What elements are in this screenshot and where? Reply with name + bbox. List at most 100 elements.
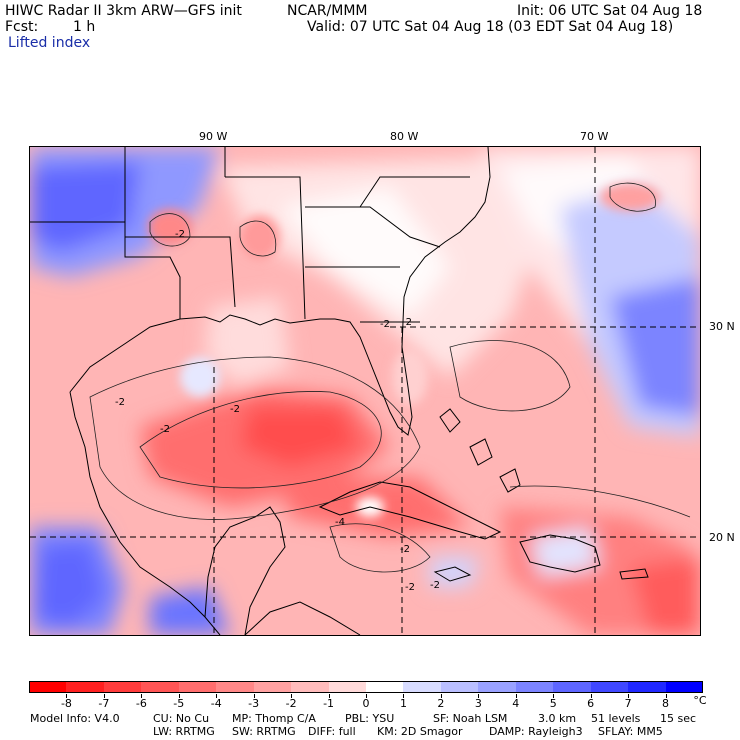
- contour-label: -2: [230, 404, 240, 415]
- colorbar-tick: [103, 694, 105, 698]
- model-info-cumulus: CU: No Cu: [153, 712, 210, 725]
- colorbar-label: -2: [285, 697, 297, 710]
- model-info-damping: DAMP: Rayleigh3: [489, 725, 583, 738]
- lon-label-70w: 70 W: [580, 130, 609, 143]
- colorbar-swatch: [628, 681, 667, 693]
- colorbar-swatch: [291, 681, 330, 693]
- model-info-km: KM: 2D Smagor: [377, 725, 463, 738]
- model-info-timestep: 15 sec: [660, 712, 697, 725]
- organization: NCAR/MMM: [287, 3, 368, 19]
- graticule: [30, 147, 700, 635]
- colorbar-label: 2: [437, 697, 445, 710]
- colorbar-tick: [478, 694, 480, 698]
- colorbar-tick: [665, 694, 667, 698]
- model-info-pbl: PBL: YSU: [345, 712, 395, 725]
- contour-neg2-north: [149, 213, 191, 247]
- colorbar-label: 7: [624, 697, 632, 710]
- map-panel: -2 -2 -2 -2 -4 -2 -2 -2 -2 -2: [29, 146, 701, 636]
- colorbar-label: 5: [549, 697, 557, 710]
- colorbar-swatch: [665, 681, 704, 693]
- colorbar-tick: [628, 694, 630, 698]
- colorbar-unit: °C: [693, 694, 707, 707]
- lon-label-80w: 80 W: [390, 130, 419, 143]
- colorbar-swatch: [328, 681, 367, 693]
- model-info-diffusion: DIFF: full: [308, 725, 356, 738]
- contour-neg2-south: [329, 523, 431, 573]
- contour-neg4-gulf: [139, 391, 382, 489]
- colorbar-swatch: [66, 681, 105, 693]
- colorbar-label: 0: [362, 697, 370, 710]
- colorbar-tick: [515, 694, 517, 698]
- colorbar-swatch: [216, 681, 255, 693]
- colorbar-swatch: [403, 681, 442, 693]
- colorbar-tick: [253, 694, 255, 698]
- colorbar-tick: [328, 694, 330, 698]
- colorbar-tick: [216, 694, 218, 698]
- contour-neg2-gulf: [89, 356, 421, 520]
- contour-neg2-ms: [239, 220, 277, 257]
- contour-neg2-carib: [509, 485, 691, 518]
- colorbar-swatch: [440, 681, 479, 693]
- colorbar-swatch: [178, 681, 217, 693]
- contour-label: -2: [402, 317, 412, 328]
- colorbar-label: -5: [173, 697, 185, 710]
- colorbar-label: 1: [399, 697, 407, 710]
- model-info-surface: SF: Noah LSM: [433, 712, 508, 725]
- contour-label-group: -2 -2 -2 -2 -4 -2 -2 -2 -2 -2: [115, 229, 440, 593]
- colorbar-tick: [440, 694, 442, 698]
- field-name: Lifted index: [8, 35, 91, 51]
- forecast-hour: 1 h: [73, 19, 96, 35]
- model-info-microphysics: MP: Thomp C/A: [232, 712, 316, 725]
- li-contours: [89, 182, 691, 573]
- contour-label: -2: [400, 544, 410, 555]
- colorbar-tick: [366, 694, 367, 698]
- colorbar-swatch: [141, 681, 180, 693]
- model-info-version: Model Info: V4.0: [30, 712, 120, 725]
- model-info-resolution: 3.0 km: [538, 712, 577, 725]
- contour-label: -2: [175, 229, 185, 240]
- colorbar-tick: [553, 694, 555, 698]
- model-info-levels: 51 levels: [591, 712, 641, 725]
- contour-label: -2: [160, 424, 170, 435]
- colorbar-swatch: [553, 681, 592, 693]
- colorbar-label: -4: [210, 697, 222, 710]
- contour-label: -2: [405, 582, 415, 593]
- lifted-index-map: -2 -2 -2 -2 -4 -2 -2 -2 -2 -2: [30, 147, 700, 635]
- colorbar-label: -7: [98, 697, 110, 710]
- colorbar-swatch: [590, 681, 629, 693]
- model-info-shortwave: SW: RRTMG: [232, 725, 296, 738]
- colorbar-swatch: [366, 681, 404, 693]
- model-info-surface-layer: SFLAY: MM5: [598, 725, 663, 738]
- colorbar-swatch: [103, 681, 142, 693]
- valid-time: Valid: 07 UTC Sat 04 Aug 18 (03 EDT Sat …: [307, 19, 674, 35]
- contour-label: -2: [430, 580, 440, 591]
- colorbar-label: -6: [135, 697, 147, 710]
- coastlines: [30, 147, 649, 635]
- colorbar-label: -3: [248, 697, 260, 710]
- colorbar-tick: [178, 694, 180, 698]
- init-time: Init: 06 UTC Sat 04 Aug 18: [517, 3, 703, 19]
- contour-neg2-atl: [609, 182, 656, 212]
- colorbar-swatch: [29, 681, 67, 693]
- plot-title: HIWC Radar II 3km ARW—GFS init: [5, 3, 242, 19]
- contour-label: -2: [380, 319, 390, 330]
- contour-label: -4: [335, 517, 345, 528]
- colorbar-label: 6: [587, 697, 595, 710]
- colorbar-tick: [66, 694, 68, 698]
- contour-neg2-east: [449, 340, 571, 412]
- colorbar-swatch: [253, 681, 292, 693]
- colorbar-label: -8: [60, 697, 72, 710]
- colorbar-label: 8: [662, 697, 670, 710]
- contour-label: -2: [115, 397, 125, 408]
- colorbar-swatch: [515, 681, 554, 693]
- forecast-label: Fcst:: [5, 19, 39, 35]
- colorbar-swatch: [478, 681, 517, 693]
- colorbar-tick: [141, 694, 143, 698]
- model-info-longwave: LW: RRTMG: [153, 725, 215, 738]
- lon-label-90w: 90 W: [199, 130, 228, 143]
- colorbar-label: 3: [474, 697, 482, 710]
- lat-label-30n: 30 N: [709, 320, 735, 333]
- colorbar-tick: [403, 694, 405, 698]
- colorbar-label: -1: [323, 697, 335, 710]
- colorbar-label: 4: [512, 697, 520, 710]
